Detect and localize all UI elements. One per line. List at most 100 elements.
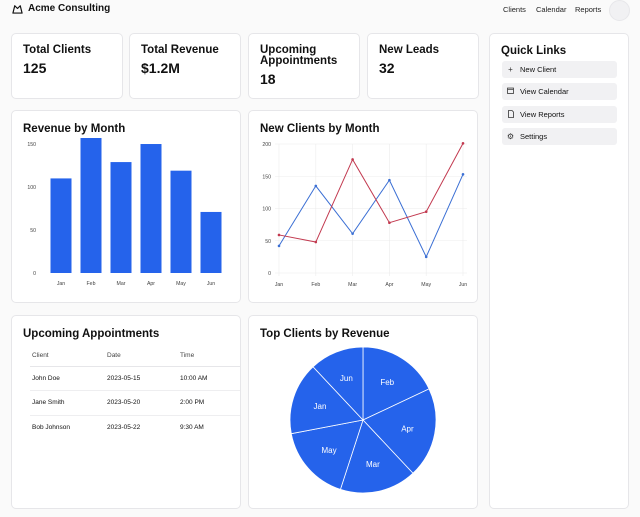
stat-card-total-clients: Total Clients 125 [11,33,123,99]
time-cell: 9:30 AM [180,424,204,431]
x-tick-label: Jan [275,282,283,288]
data-point [277,233,281,237]
table-row[interactable]: Bob Johnson 2023-05-22 9:30 AM [30,415,240,440]
revenue-chart-title: Revenue by Month [23,123,126,135]
data-point [461,142,465,145]
x-tick-label: Apr [147,281,155,287]
view-reports-button[interactable]: View Reports [502,106,617,123]
stat-title: Total Revenue [141,44,219,56]
calendar-icon [506,87,515,96]
bar-jun [200,211,222,273]
x-tick-label: Jun [207,281,215,287]
pie-label: Feb [380,378,394,387]
y-tick-label: 100 [27,185,36,191]
data-point [314,184,318,188]
y-tick-label: 150 [27,142,36,148]
data-point [351,232,354,235]
x-tick-label: Feb [87,281,96,287]
brand[interactable]: Acme Consulting [12,3,110,14]
data-point [388,178,391,182]
date-cell: 2023-05-20 [105,390,178,416]
stat-card-upcoming-appointments: Upcoming Appointments 18 [248,33,360,99]
y-tick-label: 0 [268,271,271,277]
app-title: Acme Consulting [28,3,111,14]
document-icon [506,109,515,120]
client-cell: John Doe [30,366,105,391]
column-header-time: Time [178,346,240,367]
settings-label: Settings [520,132,548,141]
table-row[interactable]: Jane Smith 2023-05-20 2:00 PM [30,390,240,416]
y-tick-label: 150 [262,174,271,180]
logo-icon [12,5,23,14]
stat-title: New Leads [379,44,440,56]
quick-links-title: Quick Links [501,45,567,57]
y-tick-label: 100 [262,207,271,213]
new-clients-chart-title: New Clients by Month [260,123,380,135]
view-reports-label: View Reports [520,110,565,119]
bar-feb [80,138,102,273]
stat-value: $1.2M [141,60,180,76]
client-cell: Jane Smith [30,390,105,416]
stat-value: 125 [23,60,47,76]
pie-label: Apr [401,424,414,433]
y-tick-label: 200 [262,142,271,148]
view-calendar-button[interactable]: View Calendar [502,83,617,100]
y-tick-label: 0 [33,271,36,277]
pie-slice-apr [362,388,437,474]
nav-clients[interactable]: Clients [503,5,526,14]
pie-slice-feb [362,346,430,421]
x-tick-label: Mar [117,281,126,287]
stat-card-new-leads: New Leads 32 [367,33,479,99]
stat-value: 32 [379,60,395,76]
stat-card-total-revenue: Total Revenue $1.2M [129,33,241,99]
appointments-title: Upcoming Appointments [23,328,160,340]
pie-slice-may [290,419,364,490]
quick-links-panel: Quick Links + New Client View Calendar V… [489,33,629,509]
date-cell: 2023-05-22 [107,424,141,431]
x-tick-label: Jun [459,282,467,288]
x-tick-label: Mar [348,282,357,288]
column-header-date: Date [105,346,178,367]
nav-calendar[interactable]: Calendar [536,5,567,14]
pie-slice-jan [289,366,364,435]
table-header-row: Client Date Time [30,346,240,367]
view-calendar-label: View Calendar [520,87,569,96]
time-cell: 10:00 AM [178,366,240,391]
stat-title: Upcoming Appointments [260,44,338,67]
y-tick-label: 50 [265,239,271,245]
appointments-card: Upcoming Appointments Client Date Time J… [11,315,241,509]
plus-icon: + [508,65,513,74]
new-client-button[interactable]: + New Client [502,61,617,78]
settings-button[interactable]: ⚙ Settings [502,128,617,145]
y-tick-label: 50 [30,228,36,234]
x-tick-label: Apr [385,282,393,288]
time-cell: 2:00 PM [178,390,240,416]
x-tick-label: May [421,282,431,288]
nav-reports[interactable]: Reports [575,5,602,14]
data-point [388,221,391,224]
data-point [351,158,354,161]
revenue-chart-card: Revenue by Month 0 50 100 150 Jan Feb Mar Apr Ma… [11,110,241,303]
top-clients-pie-chart: Feb Apr Mar May Jan Jun [289,346,437,494]
x-tick-label: Jan [57,281,65,287]
appointments-table: Client Date Time John Doe 2023-05-15 10:… [30,346,240,440]
data-point [424,210,428,214]
stat-title: Total Clients [23,44,92,56]
new-client-label: New Client [520,65,557,74]
x-tick-label: May [176,281,186,287]
bar-jan [50,178,72,273]
gear-icon: ⚙ [506,132,515,141]
top-clients-title: Top Clients by Revenue [260,328,390,340]
data-point [461,173,465,176]
table-row[interactable]: John Doe 2023-05-15 10:00 AM [30,366,240,391]
series-line-1 [278,174,464,259]
revenue-bar-chart: 0 50 100 150 Jan Feb Mar Apr May Jun [27,138,222,287]
new-clients-line-chart: 0 50 100 150 200 Jan Feb Mar Apr May Jun [262,142,467,288]
pie-label: Jan [314,402,327,411]
avatar[interactable] [609,0,630,21]
top-clients-card: Top Clients by Revenue Feb Apr Mar May Jan Ju… [248,315,478,509]
bar-may [170,170,192,273]
data-point [277,244,281,248]
stat-value: 18 [260,71,276,87]
top-bar: Acme Consulting Clients Calendar Reports [0,0,640,21]
